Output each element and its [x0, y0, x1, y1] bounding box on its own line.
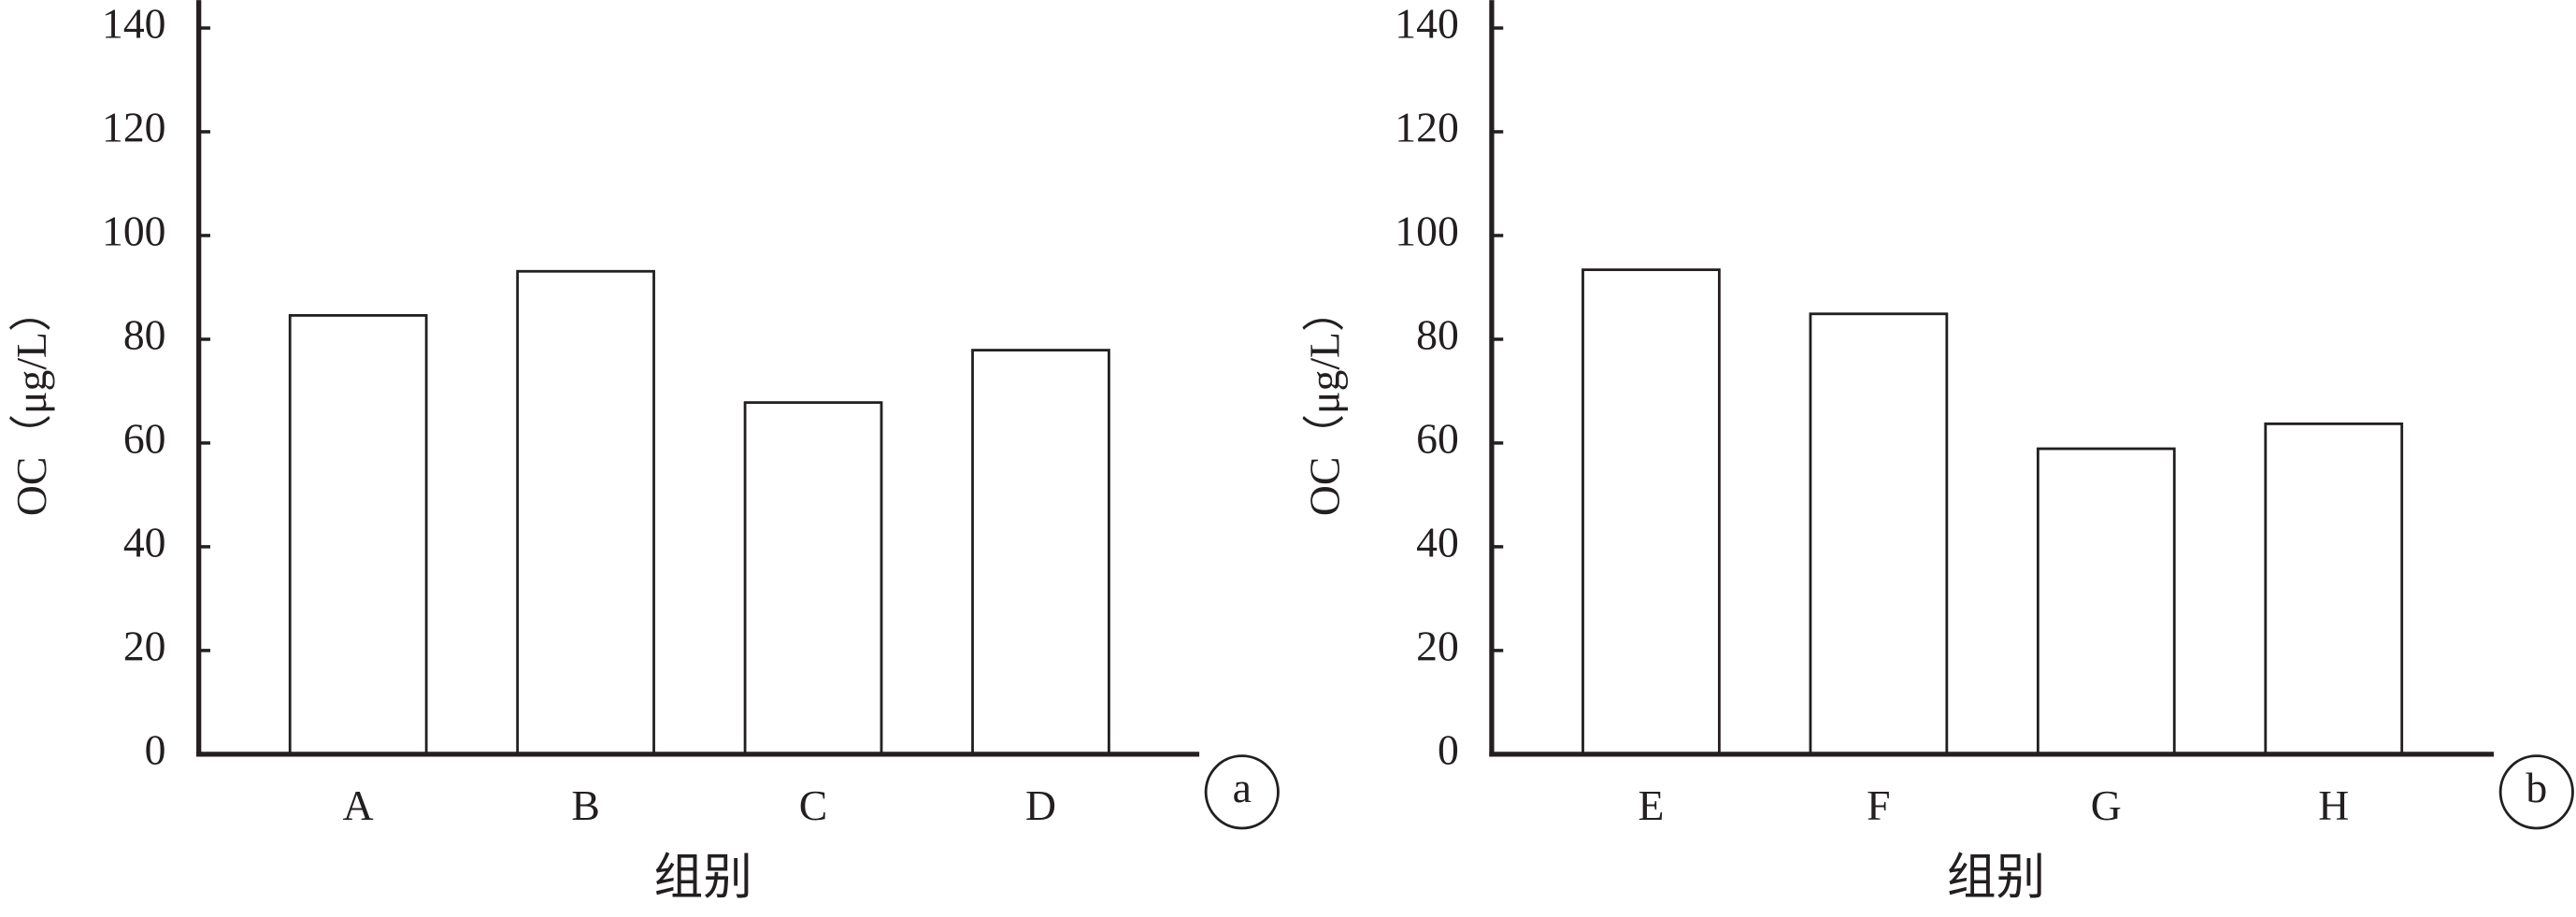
x-axis-label: 组别 — [654, 851, 752, 905]
panel-circle — [1204, 754, 1280, 830]
panel-circle — [2498, 754, 2574, 830]
y-tick-label: 40 — [123, 518, 166, 566]
bar — [516, 269, 655, 756]
y-tick-label: 40 — [1416, 518, 1459, 566]
y-tick-label: 0 — [145, 725, 166, 773]
x-tick-label: B — [571, 781, 599, 829]
x-tick-label: H — [2318, 781, 2349, 829]
y-tick-label: 100 — [102, 207, 166, 254]
bar — [971, 349, 1110, 756]
y-tick-label: 20 — [123, 622, 166, 669]
bar — [743, 401, 883, 756]
bar — [2036, 447, 2176, 756]
y-tick-label: 120 — [102, 103, 166, 150]
x-tick-label: D — [1025, 781, 1056, 829]
y-tick-label: 60 — [1416, 414, 1459, 462]
y-tick-label: 60 — [123, 414, 166, 462]
panel-label: a — [1233, 764, 1252, 811]
x-axis-label: 组别 — [1947, 851, 2045, 905]
y-tick-label: 120 — [1395, 103, 1459, 150]
y-tick-label: 20 — [1416, 622, 1459, 669]
y-axis-label: OC（μg/L） — [7, 289, 55, 516]
x-tick-label: F — [1867, 781, 1890, 829]
x-tick-label: E — [1638, 781, 1664, 829]
y-tick-label: 0 — [1438, 725, 1459, 773]
panel-label: b — [2526, 764, 2547, 811]
bar — [1809, 312, 1949, 756]
bar — [288, 314, 428, 756]
y-tick-label: 100 — [1395, 207, 1459, 254]
y-axis-label: OC（μg/L） — [1300, 289, 1348, 516]
bar — [2264, 422, 2404, 756]
y-tick-label: 140 — [102, 0, 166, 47]
bar — [1581, 268, 1721, 756]
x-tick-label: G — [2091, 781, 2122, 829]
y-tick-label: 140 — [1395, 0, 1459, 47]
x-tick-label: C — [799, 781, 827, 829]
y-tick-label: 80 — [1416, 310, 1459, 358]
x-tick-label: A — [343, 781, 374, 829]
y-tick-label: 80 — [123, 310, 166, 358]
